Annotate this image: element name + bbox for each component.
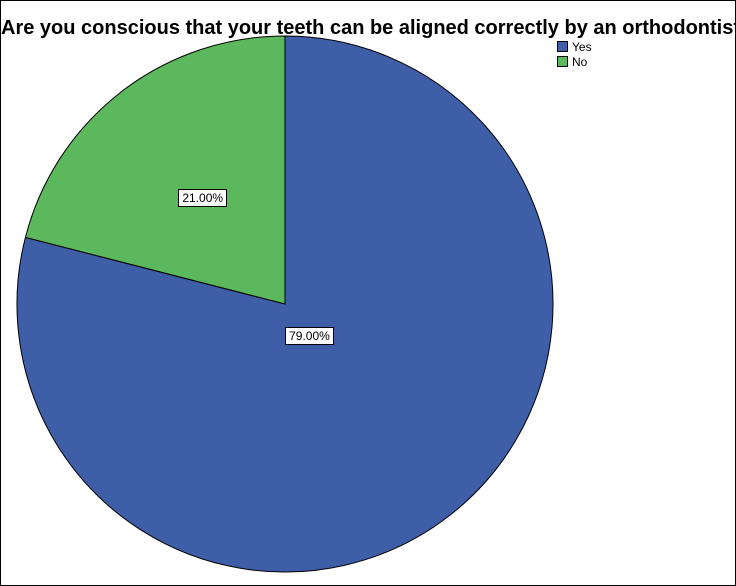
data-label-yes: 79.00% [285,326,334,345]
legend-item-yes: Yes [557,39,592,54]
legend-swatch-no [557,56,568,67]
legend-label-yes: Yes [572,39,592,54]
pie-slice-no [24,35,286,305]
legend-label-no: No [572,54,588,69]
legend-swatch-yes [557,41,568,52]
legend-item-no: No [557,54,592,69]
data-label-no: 21.00% [178,189,228,208]
legend: Yes No [557,39,592,69]
chart-title: Are you conscious that your teeth can be… [1,17,736,39]
